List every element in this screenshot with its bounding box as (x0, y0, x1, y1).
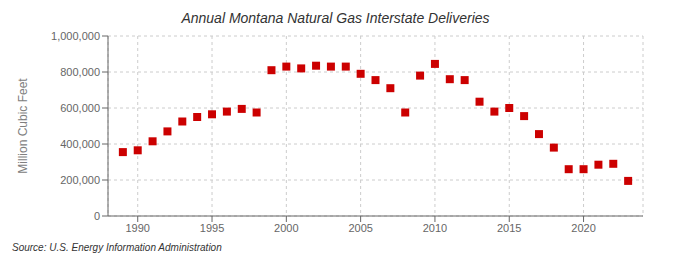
svg-text:1995: 1995 (200, 222, 224, 234)
html-text:Source: U.S. Energy Informatio: Source: U.S. Energy Information Administ… (12, 242, 222, 253)
svg-text:Million Cubic Feet: Million Cubic Feet (16, 78, 30, 174)
svg-text:0: 0 (94, 210, 100, 222)
svg-text:2010: 2010 (423, 222, 447, 234)
svg-text:2020: 2020 (571, 222, 595, 234)
svg-text:400,000: 400,000 (60, 138, 100, 150)
svg-text:600,000: 600,000 (60, 102, 100, 114)
svg-text:2000: 2000 (274, 222, 298, 234)
svg-text:2015: 2015 (497, 222, 521, 234)
svg-text:800,000: 800,000 (60, 66, 100, 78)
svg-text:200,000: 200,000 (60, 174, 100, 186)
svg-text:1,000,000: 1,000,000 (51, 30, 100, 42)
html-text:Annual Montana Natural Gas Int: Annual Montana Natural Gas Interstate De… (181, 10, 490, 26)
svg-text:2005: 2005 (348, 222, 372, 234)
svg-text:1990: 1990 (125, 222, 149, 234)
